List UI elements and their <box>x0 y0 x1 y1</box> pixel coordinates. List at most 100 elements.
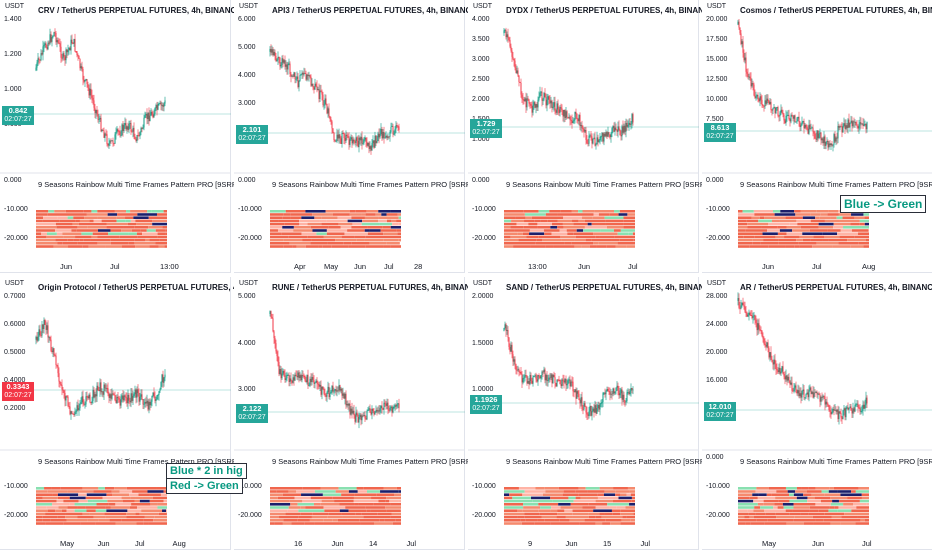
indicator-segment <box>794 515 813 519</box>
candle-body <box>147 112 149 120</box>
indicator-segment <box>858 232 869 235</box>
indicator-segment <box>303 509 325 512</box>
candle-body <box>126 126 128 130</box>
indicator-segment <box>796 238 803 242</box>
indicator-segment <box>854 216 865 219</box>
candle-body <box>522 378 524 383</box>
candle-body <box>151 111 153 115</box>
candle-body <box>571 381 573 383</box>
candle-body <box>556 379 558 387</box>
chart-panel[interactable]: CRV / TetherUS PERPETUAL FUTURES, 4h, BI… <box>0 0 249 273</box>
indicator-segment <box>822 238 829 242</box>
candle-body <box>511 50 513 57</box>
chart-panel[interactable]: RUNE / TetherUS PERPETUAL FUTURES, 4h, B… <box>234 277 483 550</box>
candle-body <box>319 90 321 100</box>
indicator-segment <box>815 519 824 522</box>
indicator-segment <box>582 210 595 213</box>
indicator-segment <box>576 229 584 232</box>
indicator-segment <box>746 219 759 223</box>
candle-body <box>745 57 747 72</box>
candle-body <box>571 120 573 124</box>
candle-body <box>620 389 622 394</box>
indicator-segment <box>524 213 546 216</box>
indicator-segment <box>158 245 165 248</box>
chart-panel[interactable]: DYDX / TetherUS PERPETUAL FUTURES, 4h, B… <box>468 0 717 273</box>
indicator-segment <box>75 235 92 239</box>
x-tick-label: 15 <box>603 539 612 548</box>
chart-panel[interactable]: SAND / TetherUS PERPETUAL FUTURES, 4h, B… <box>468 277 717 550</box>
indicator-segment <box>126 487 144 490</box>
indicator-segment <box>151 210 164 213</box>
indicator-segment <box>549 210 561 213</box>
candle-body <box>533 375 535 377</box>
candle-body <box>508 37 510 41</box>
indicator-segment <box>767 519 780 522</box>
candle-body <box>517 70 519 76</box>
indicator-segment <box>123 226 135 229</box>
indicator-segment <box>591 222 606 226</box>
candle-body <box>592 138 594 144</box>
candle-body <box>304 376 306 381</box>
chart-panel[interactable]: Cosmos / TetherUS PERPETUAL FUTURES, 4h,… <box>702 0 932 273</box>
candle-body <box>849 406 851 408</box>
candle-body <box>351 408 353 414</box>
candle-body <box>847 119 849 129</box>
indicator-segment <box>620 522 635 525</box>
chart-panel[interactable]: AR / TetherUS PERPETUAL FUTURES, 4h, BIN… <box>702 277 932 550</box>
indicator-segment <box>343 242 352 245</box>
candle-body <box>604 133 606 137</box>
candle-body <box>116 129 118 132</box>
candle-body <box>558 109 560 113</box>
candle-body <box>119 131 121 136</box>
candle-body <box>138 393 140 402</box>
indicator-tick-label: -10.000 <box>706 483 730 490</box>
indicator-segment <box>557 226 564 229</box>
candle-body <box>560 384 562 387</box>
x-tick-label: 16 <box>294 539 303 548</box>
indicator-segment <box>102 496 122 500</box>
candle-body <box>342 393 344 396</box>
indicator-segment <box>777 232 787 235</box>
indicator-segment <box>314 216 322 219</box>
candle-body <box>98 390 100 392</box>
y-tick-label: 20.000 <box>706 16 728 23</box>
indicator-tick-label: -20.000 <box>706 512 730 519</box>
indicator-segment <box>146 229 156 232</box>
indicator-segment <box>504 512 525 516</box>
candle-body <box>545 97 547 106</box>
candle-body <box>350 408 352 415</box>
indicator-segment <box>326 232 345 235</box>
indicator-segment <box>828 210 839 213</box>
y-tick-label: 0.5000 <box>4 349 26 356</box>
indicator-segment <box>595 499 613 503</box>
indicator-segment <box>783 506 794 509</box>
chart-panel[interactable]: API3 / TetherUS PERPETUAL FUTURES, 4h, B… <box>234 0 483 273</box>
candle-body <box>164 374 166 378</box>
candle-body <box>567 380 569 385</box>
indicator-segment <box>865 238 869 242</box>
candle-body <box>863 404 865 409</box>
candle-body <box>375 409 377 413</box>
candle-body <box>58 373 60 382</box>
indicator-segment <box>301 216 315 219</box>
indicator-segment <box>42 515 58 519</box>
indicator-tick-label: -10.000 <box>238 483 262 490</box>
indicator-segment <box>145 238 150 242</box>
indicator-segment <box>88 245 106 248</box>
indicator-segment <box>830 496 848 500</box>
indicator-segment <box>284 222 300 226</box>
indicator-segment <box>163 490 167 493</box>
indicator-segment <box>597 496 619 500</box>
chart-panel[interactable]: Origin Protocol / TetherUS PERPETUAL FUT… <box>0 277 283 550</box>
candle-body <box>375 135 377 144</box>
candle-body <box>609 391 611 395</box>
candle-body <box>87 83 89 88</box>
candle-body <box>111 140 113 142</box>
candle-body <box>774 359 776 364</box>
indicator-segment <box>858 487 869 490</box>
indicator-segment <box>775 235 785 239</box>
indicator-segment <box>121 245 136 248</box>
indicator-segment <box>149 499 164 503</box>
indicator-segment <box>787 490 796 493</box>
candle-body <box>760 96 762 100</box>
